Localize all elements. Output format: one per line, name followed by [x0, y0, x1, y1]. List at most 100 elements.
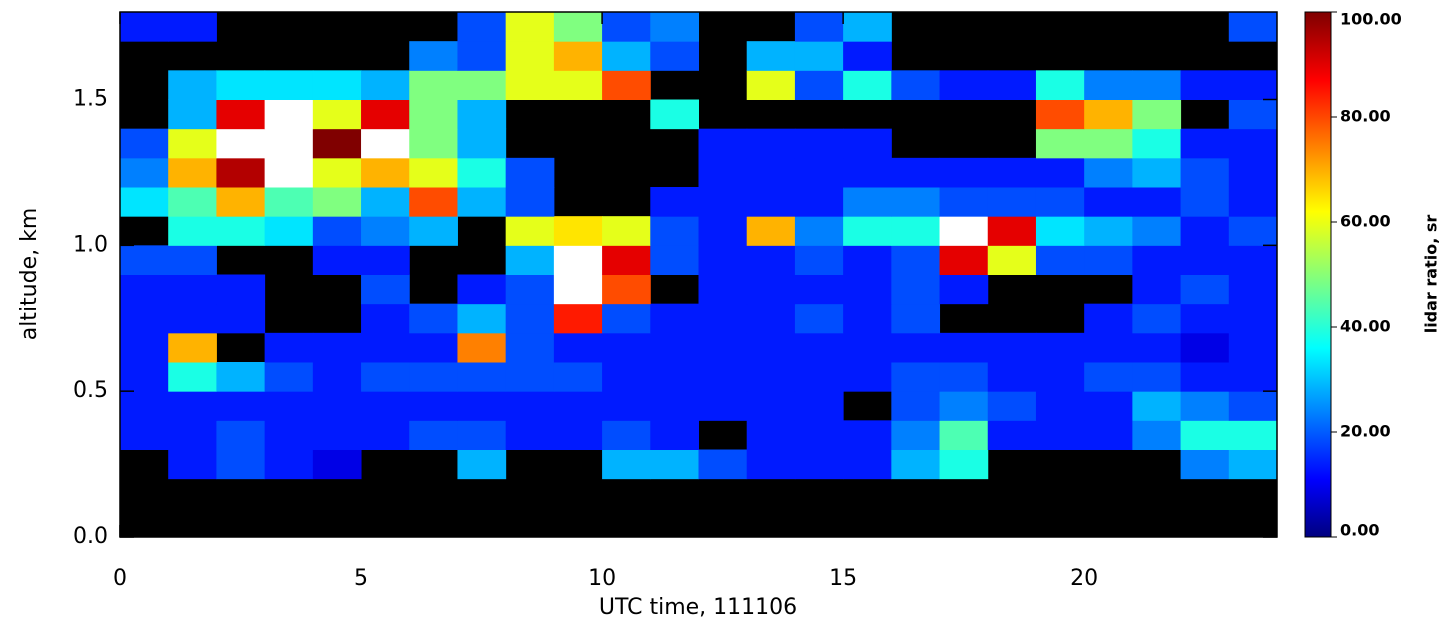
- heatmap-cell: [843, 303, 892, 334]
- heatmap-cell: [794, 157, 844, 188]
- heatmap-cell: [505, 332, 555, 363]
- heatmap-cell: [361, 245, 410, 275]
- heatmap-cell: [168, 274, 217, 305]
- heatmap-cell: [746, 216, 796, 246]
- heatmap-cell: [1228, 303, 1278, 334]
- heatmap-cell: [843, 216, 892, 246]
- heatmap-cell: [698, 362, 748, 392]
- heatmap-cell: [650, 420, 699, 450]
- heatmap-cell: [891, 449, 941, 480]
- heatmap-cell: [1084, 187, 1133, 217]
- heatmap-cell: [409, 391, 458, 421]
- heatmap-cell: [361, 274, 410, 305]
- heatmap-cell: [1132, 216, 1182, 246]
- heatmap-cell: [794, 128, 844, 159]
- heatmap-cell: [505, 157, 555, 188]
- y-tick-label: 1.5: [73, 87, 108, 112]
- heatmap-cell: [457, 41, 507, 71]
- heatmap-cell: [1180, 70, 1230, 100]
- heatmap-cell: [1035, 216, 1085, 246]
- heatmap-cell: [602, 391, 651, 421]
- heatmap-cell: [794, 362, 844, 392]
- heatmap-cell: [216, 362, 266, 392]
- heatmap-cell: [650, 99, 699, 130]
- heatmap-cell: [553, 41, 603, 71]
- heatmap-cell: [602, 332, 651, 363]
- heatmap-cell: [1084, 157, 1133, 188]
- heatmap-cell: [1084, 362, 1133, 392]
- heatmap-cell: [1035, 420, 1085, 450]
- heatmap-cell: [1035, 99, 1085, 130]
- heatmap-cell: [987, 187, 1037, 217]
- heatmap-cell: [698, 391, 748, 421]
- heatmap-cell: [1180, 245, 1230, 275]
- heatmap-cell: [602, 12, 651, 42]
- heatmap-cell: [1132, 332, 1182, 363]
- heatmap-cell: [1228, 187, 1278, 217]
- heatmap-cell: [1180, 216, 1230, 246]
- heatmap-cell: [987, 216, 1037, 246]
- colorbar-tick-label: 40.00: [1340, 317, 1391, 336]
- heatmap-cell: [457, 274, 507, 305]
- heatmap-cell: [1035, 157, 1085, 188]
- heatmap-cell: [1084, 245, 1133, 275]
- heatmap-cell: [168, 245, 217, 275]
- heatmap-cell: [457, 449, 507, 480]
- heatmap-cell: [698, 245, 748, 275]
- heatmap-cell: [891, 362, 941, 392]
- heatmap-cell: [602, 41, 651, 71]
- heatmap-cell: [1180, 187, 1230, 217]
- heatmap-cell: [1180, 332, 1230, 363]
- heatmap-cell: [1084, 303, 1133, 334]
- heatmap-cell: [1035, 245, 1085, 275]
- heatmap-cell: [505, 187, 555, 217]
- heatmap-cell: [746, 245, 796, 275]
- heatmap-cell: [602, 245, 651, 275]
- heatmap-cell: [698, 187, 748, 217]
- heatmap-cell: [312, 70, 362, 100]
- heatmap-cell: [457, 70, 507, 100]
- heatmap-cell: [264, 420, 314, 450]
- heatmap-cell: [216, 99, 266, 130]
- heatmap-cell: [746, 391, 796, 421]
- heatmap-cell: [505, 216, 555, 246]
- heatmap-cell: [457, 12, 507, 42]
- heatmap-cell: [457, 128, 507, 159]
- heatmap-cell: [312, 362, 362, 392]
- heatmap-cell: [216, 187, 266, 217]
- heatmap-cell: [1228, 128, 1278, 159]
- heatmap-cell: [168, 332, 217, 363]
- heatmap-cell: [1228, 332, 1278, 363]
- heatmap-cell: [794, 420, 844, 450]
- heatmap-cell: [312, 449, 362, 480]
- y-tick-label: 0.0: [73, 524, 108, 549]
- heatmap-cell: [987, 245, 1037, 275]
- heatmap-cell: [650, 391, 699, 421]
- x-tick-label: 10: [588, 566, 616, 591]
- heatmap-cell: [457, 99, 507, 130]
- heatmap-cell: [698, 216, 748, 246]
- x-tick-label: 5: [354, 566, 368, 591]
- heatmap-cell: [216, 274, 266, 305]
- heatmap-cell: [1228, 157, 1278, 188]
- heatmap-cell: [698, 157, 748, 188]
- heatmap-cell: [409, 362, 458, 392]
- heatmap-cell: [168, 12, 217, 42]
- plot-frame: [119, 11, 1278, 538]
- heatmap-cell: [120, 274, 169, 305]
- heatmap-cell: [120, 157, 169, 188]
- heatmap-cell: [1132, 99, 1182, 130]
- heatmap-cell: [843, 70, 892, 100]
- heatmap-cell: [264, 449, 314, 480]
- heatmap-cell: [168, 70, 217, 100]
- heatmap-cell: [891, 187, 941, 217]
- heatmap-cell: [650, 216, 699, 246]
- heatmap-cell: [1035, 362, 1085, 392]
- heatmap-cell: [409, 41, 458, 71]
- heatmap-cell: [602, 216, 651, 246]
- heatmap-cell: [361, 332, 410, 363]
- heatmap-cell: [1180, 303, 1230, 334]
- heatmap-cell: [264, 128, 314, 159]
- heatmap-cell: [120, 303, 169, 334]
- heatmap-cell: [1132, 420, 1182, 450]
